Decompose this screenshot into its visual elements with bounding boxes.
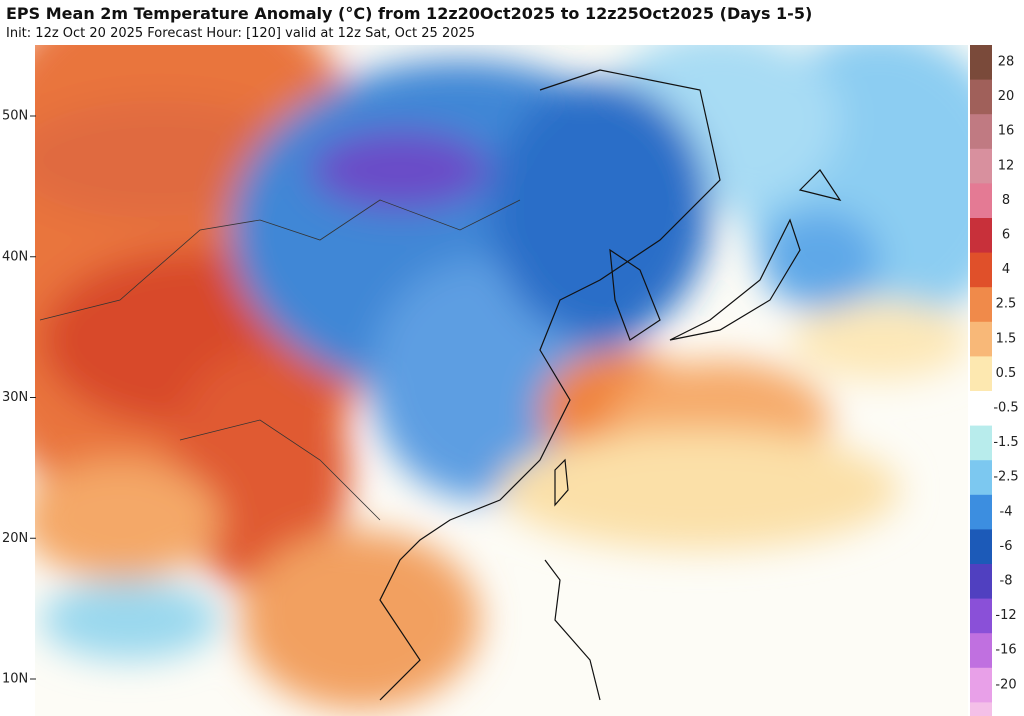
colorbar-label: 8 [1002,193,1010,208]
colorbar-swatch [970,183,992,219]
lat-label: 40N [2,249,28,264]
colorbar-label: -0.5 [993,401,1018,416]
map-title: EPS Mean 2m Temperature Anomaly (°C) fro… [6,4,813,23]
colorbar-label: 0.5 [996,366,1017,381]
colorbar-swatch [970,148,992,184]
colorbar-label: -2.5 [993,470,1018,485]
colorbar-swatch [970,356,992,392]
lat-label: 50N [2,109,28,124]
colorbar-swatch [970,425,992,461]
latitude-labels: 50N 40N 30N 20N 10N [2,109,36,687]
colorbar-swatch [970,391,992,427]
colorbar-swatch [970,702,992,716]
colorbar-swatch [970,529,992,565]
colorbar-swatch [970,218,992,254]
colorbar-swatch [970,321,992,357]
colorbar-swatch [970,564,992,600]
lat-label: 20N [2,531,28,546]
colorbar-label: 2.5 [996,297,1017,312]
colorbar-swatch [970,633,992,669]
colorbar-swatch [970,79,992,115]
colorbar-label: -20 [995,677,1016,692]
colorbar-label: -6 [1000,539,1013,554]
colorbar-swatch [970,494,992,530]
colorbar-label: 16 [998,124,1015,139]
lat-label: 10N [2,672,28,687]
map-subtitle: Init: 12z Oct 20 2025 Forecast Hour: [12… [6,26,476,41]
colorbar-label: 20 [998,89,1015,104]
colorbar-swatch [970,460,992,496]
colorbar-label: 12 [998,158,1015,173]
colorbar-swatch [970,252,992,288]
colorbar-swatch [970,598,992,634]
colorbar-label: -8 [1000,574,1013,589]
colorbar-label: 1.5 [996,331,1017,346]
colorbar-swatch [970,114,992,150]
colorbar-label: -1.5 [993,435,1018,450]
lat-label: 30N [2,390,28,405]
colorbar: 28 20 16 12 8 6 4 2.5 1.5 0.5 -0.5 -1.5 -2.5 -4 -6 -8 -1… [970,45,1019,716]
colorbar-label: -16 [995,643,1016,658]
colorbar-label: 4 [1002,262,1010,277]
colorbar-label: 6 [1002,228,1010,243]
colorbar-swatch [970,45,992,81]
colorbar-label: -12 [995,608,1016,623]
colorbar-label: -4 [1000,504,1013,519]
colorbar-swatch [970,287,992,323]
colorbar-label: 28 [998,55,1015,70]
colorbar-swatch [970,667,992,703]
